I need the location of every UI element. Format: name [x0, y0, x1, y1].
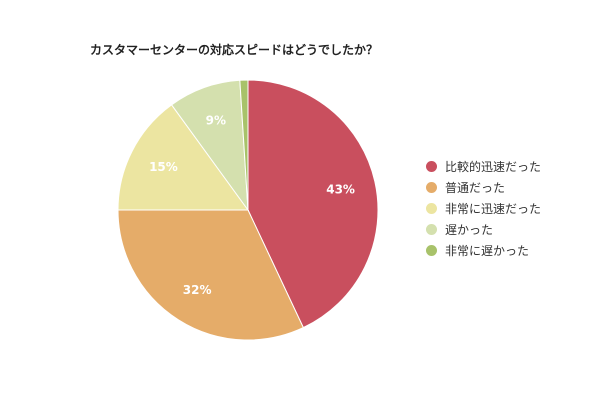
- legend-swatch: [426, 245, 437, 256]
- legend-label: 比較的迅速だった: [445, 160, 542, 174]
- legend-item[interactable]: 比較的迅速だった: [426, 156, 541, 177]
- legend-item[interactable]: 非常に遅かった: [426, 240, 541, 261]
- legend-label: 非常に迅速だった: [445, 202, 542, 216]
- slice-value-label: 32%: [183, 283, 212, 297]
- legend-swatch: [426, 224, 437, 235]
- pie-slice[interactable]: [117, 209, 305, 341]
- slice-value-label: 43%: [326, 182, 355, 196]
- slice-value-label: 15%: [149, 160, 178, 174]
- legend-label: 普通だった: [445, 181, 506, 195]
- legend-swatch: [426, 161, 437, 172]
- legend-label: 遅かった: [445, 223, 494, 237]
- pie-slice[interactable]: [239, 79, 249, 211]
- legend-swatch: [426, 182, 437, 193]
- legend-item[interactable]: 非常に迅速だった: [426, 198, 541, 219]
- legend: 比較的迅速だった 普通だった非常に迅速だった 遅かった非常に遅かった: [426, 156, 541, 261]
- pie-slice[interactable]: [117, 104, 249, 211]
- legend-label: 非常に遅かった: [445, 244, 530, 258]
- legend-item[interactable]: 遅かった: [426, 219, 541, 240]
- legend-swatch: [426, 203, 437, 214]
- chart-title: カスタマーセンターの対応スピードはどうでしたか？: [90, 43, 379, 57]
- legend-item[interactable]: 普通だった: [426, 177, 541, 198]
- pie-slice[interactable]: [247, 79, 379, 329]
- slice-value-label: 9%: [206, 114, 226, 128]
